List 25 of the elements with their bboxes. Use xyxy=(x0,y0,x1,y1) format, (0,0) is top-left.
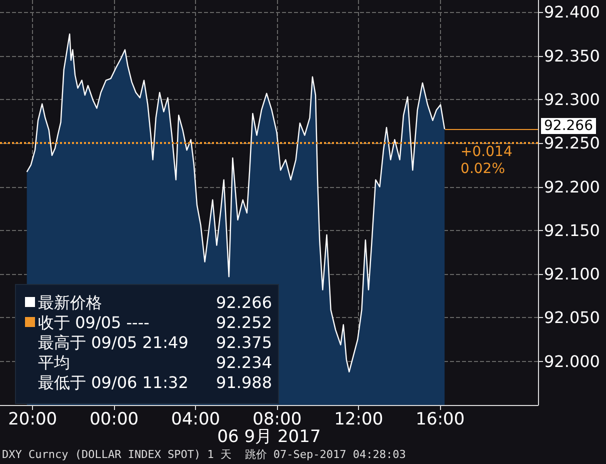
x-tick-label: 20:00 xyxy=(8,410,58,430)
y-tick-label: 92.050 xyxy=(544,308,600,328)
x-tick-label: 00:00 xyxy=(90,410,139,430)
x-tick-label: 04:00 xyxy=(171,410,220,430)
text: 92.266 xyxy=(544,118,593,134)
x-axis-title: 06 9月 2017 xyxy=(217,427,321,447)
x-tick-label: 12:00 xyxy=(334,410,384,430)
y-tick-label: 92.150 xyxy=(544,220,600,240)
y-tick-label: 92.100 xyxy=(544,264,600,284)
x-tick-label: 08:00 xyxy=(252,410,302,430)
y-tick-label: 92.000 xyxy=(544,352,600,371)
text: 最高于 09/05 21:49 92.375 xyxy=(38,333,272,352)
text: 收于 09/05 ---- 92.252 xyxy=(38,313,272,332)
text: 最低于 09/06 11:32 91.988 xyxy=(38,373,272,392)
y-tick-label: 92.350 xyxy=(544,46,600,66)
text: 平均 92.234 xyxy=(38,353,272,372)
annotation: 92.266 xyxy=(216,293,272,312)
y-tick-label: 92.250 xyxy=(544,134,600,153)
text: 最新价格 xyxy=(38,293,102,312)
y-tick-label: 92.400 xyxy=(544,2,600,22)
annotation: +0.014 0.02% xyxy=(460,144,512,178)
x-tick-label: 16:00 xyxy=(416,410,465,430)
text: DXY Curncy (DOLLAR INDEX SPOT) 1 天 跳价 07-Sep-2017 04:28:03 xyxy=(2,447,406,462)
y-tick-label: 92.300 xyxy=(544,90,600,110)
y-tick-label: 92.200 xyxy=(544,177,600,196)
